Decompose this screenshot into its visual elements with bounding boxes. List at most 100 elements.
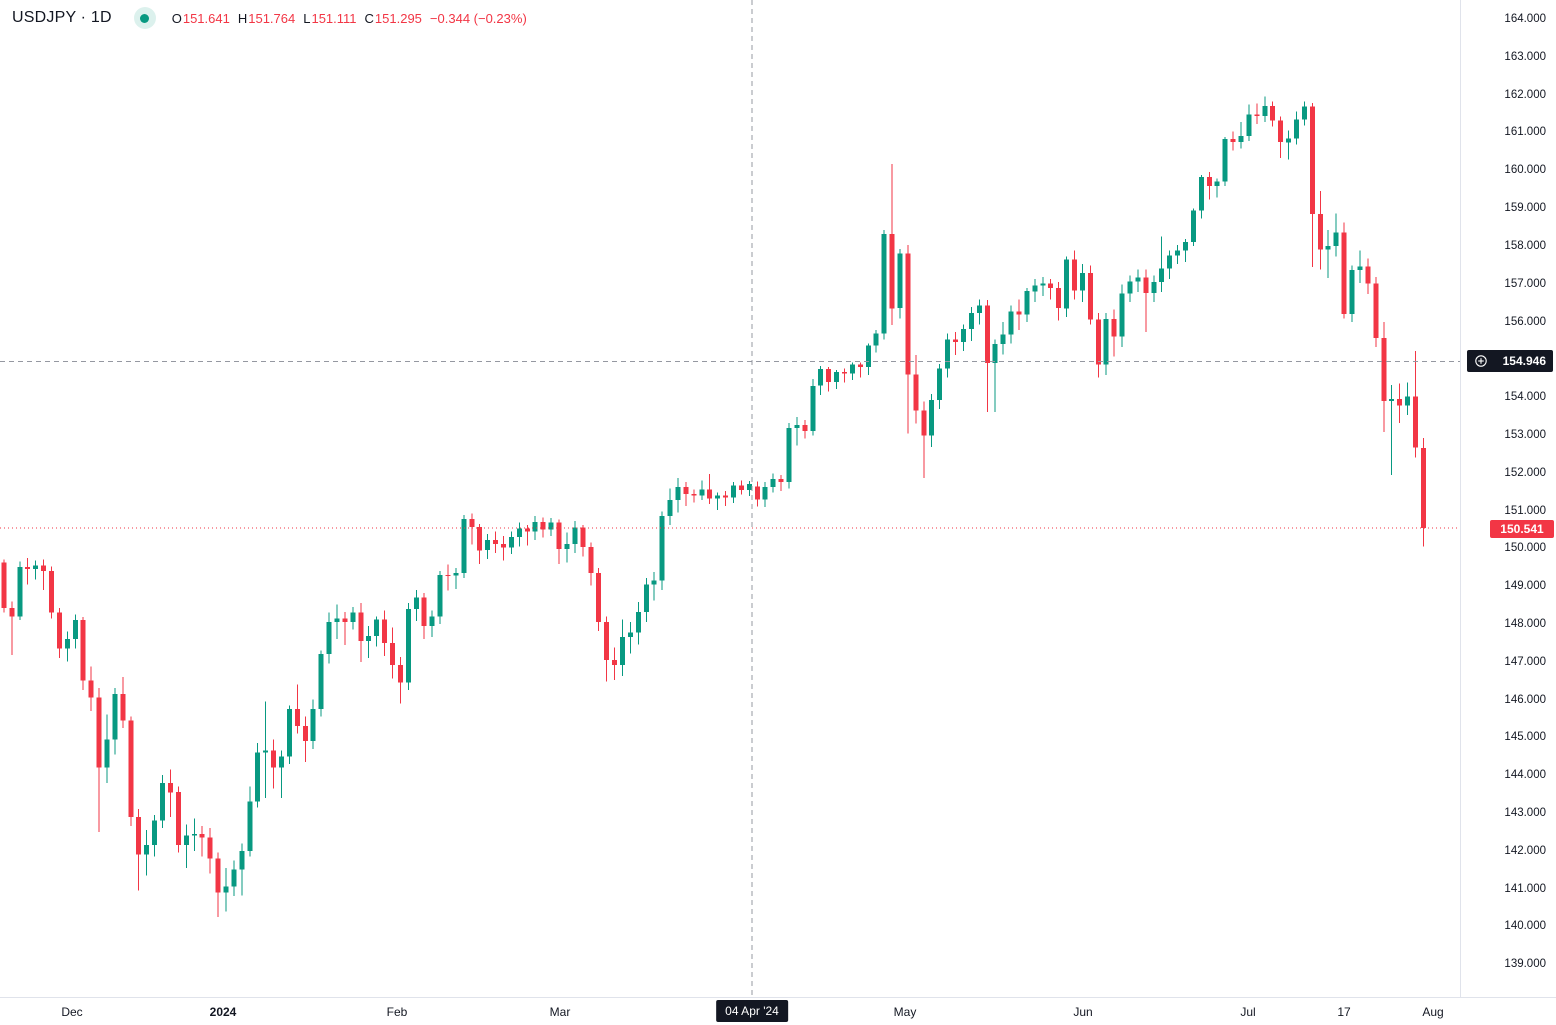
candle: [1309, 102, 1315, 268]
candle: [675, 478, 681, 513]
candle: [1341, 222, 1347, 319]
candle: [302, 716, 308, 762]
candle: [723, 490, 729, 506]
candle: [620, 619, 625, 677]
candle: [1238, 121, 1244, 149]
crosshair-plus-icon: [1475, 355, 1487, 368]
candle: [231, 860, 237, 897]
candle: [715, 492, 721, 510]
candle: [524, 524, 530, 546]
candle: [382, 610, 388, 657]
candle: [532, 516, 538, 540]
candle: [746, 481, 752, 497]
candle: [1246, 104, 1252, 141]
candle: [255, 743, 261, 808]
candle: [945, 333, 951, 378]
candle: [501, 536, 506, 561]
price-tick: 146.000: [1504, 693, 1546, 706]
candle: [556, 519, 562, 565]
candle: [508, 531, 514, 554]
candle: [1373, 276, 1379, 348]
candle: [1389, 385, 1395, 475]
candle: [1278, 116, 1284, 159]
candle: [72, 614, 78, 649]
candle: [1198, 174, 1204, 219]
last-price-badge: 150.541: [1490, 519, 1554, 538]
candle: [1349, 265, 1355, 323]
crosshair-date-badge: 04 Apr '24: [716, 1000, 788, 1022]
price-tick: 156.000: [1504, 315, 1546, 328]
candle: [1072, 250, 1077, 300]
price-tick: 145.000: [1504, 731, 1546, 744]
price-tick: 163.000: [1504, 50, 1546, 63]
candle: [191, 818, 197, 851]
candle: [849, 362, 855, 381]
market-status-halo: [133, 7, 156, 29]
candle: [961, 324, 966, 351]
candle: [572, 521, 578, 553]
candle: [294, 684, 300, 734]
candle: [175, 786, 181, 853]
candle: [889, 163, 895, 326]
candle: [540, 517, 546, 538]
candle: [897, 248, 903, 319]
symbol-legend: USDJPY · 1D O 151.641 H 151.764 L 151.111 C…: [12, 6, 527, 30]
candle: [1183, 239, 1188, 262]
candle: [1008, 305, 1014, 344]
candle: [374, 616, 380, 647]
ohlc-readout: O 151.641 H 151.764 L 151.111 C 151.295 −0.3…: [172, 11, 527, 26]
candle: [984, 299, 990, 413]
candle: [770, 473, 776, 493]
candle: [279, 750, 284, 798]
candle: [516, 522, 522, 547]
candle: [976, 299, 982, 325]
crosshair-price-badge: 154.946: [1467, 350, 1553, 373]
price-tick: 153.000: [1504, 428, 1546, 441]
candle: [921, 401, 927, 478]
candle: [802, 419, 808, 439]
candle: [794, 416, 800, 446]
candle: [1024, 288, 1030, 323]
price-tick: 139.000: [1504, 958, 1546, 971]
candle: [683, 481, 689, 506]
price-tick: 159.000: [1504, 202, 1546, 215]
candle: [667, 488, 673, 525]
candle: [215, 852, 221, 917]
price-tick: 150.000: [1504, 542, 1546, 555]
candle: [120, 676, 126, 728]
candle: [183, 824, 189, 868]
time-tick: 2024: [209, 1005, 237, 1019]
high-value: 151.764: [248, 10, 296, 26]
price-tick: 152.000: [1504, 466, 1546, 479]
candle: [25, 557, 31, 585]
candle: [493, 531, 499, 553]
change-value: −0.344 (−0.23%): [429, 10, 527, 26]
candle: [881, 230, 887, 340]
candle: [1016, 299, 1022, 330]
candle: [1206, 172, 1212, 200]
price-axis[interactable]: 154.946 150.541 139.000 140.000 141.000 142…: [1460, 0, 1556, 997]
candle: [1167, 250, 1173, 280]
candle: [596, 568, 602, 631]
candle: [929, 394, 935, 447]
candle: [826, 366, 832, 392]
candle: [64, 631, 70, 662]
candle: [334, 604, 340, 640]
candlestick-chart[interactable]: [0, 0, 1460, 997]
candle: [469, 513, 475, 545]
time-tick: May: [893, 1005, 917, 1019]
low-label: L: [303, 10, 311, 26]
time-tick: Dec: [61, 1005, 83, 1019]
candle: [1270, 101, 1276, 127]
candle: [1405, 382, 1410, 416]
candle: [421, 593, 427, 640]
candle: [429, 610, 435, 638]
candle: [651, 571, 657, 601]
candle: [953, 332, 958, 355]
candle: [548, 518, 554, 537]
candle: [1214, 178, 1220, 198]
symbol-title[interactable]: USDJPY · 1D: [12, 9, 112, 26]
time-axis[interactable]: 04 Apr '24 Dec 2024 Feb Mar May Jun Jul 17 Aug: [0, 997, 1556, 1025]
candle: [1413, 351, 1418, 458]
